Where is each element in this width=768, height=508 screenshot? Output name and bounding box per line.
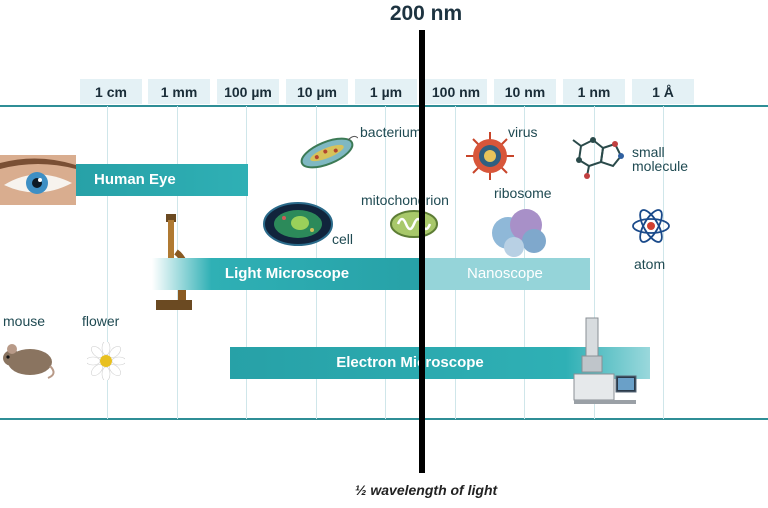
human-eye-bar: Human Eye <box>76 164 248 196</box>
scale-tick-10nm: 10 nm <box>494 79 556 104</box>
virus-label: virus <box>508 124 538 140</box>
page-title: 200 nm <box>389 2 463 25</box>
cell-icon <box>262 200 334 248</box>
scale-tick-100nm: 100 nm <box>425 79 487 104</box>
ribosome-label: ribosome <box>494 185 552 201</box>
gridline <box>663 106 664 419</box>
mouse-label: mouse <box>3 313 46 329</box>
flower-label: flower <box>82 313 120 329</box>
scale-top-line <box>0 105 768 107</box>
cell-label: cell <box>332 231 354 247</box>
scale-bottom-line <box>0 418 768 420</box>
gridline <box>594 106 595 419</box>
mitochondrion-icon <box>389 208 439 240</box>
scale-tick-100um: 100 µm <box>217 79 279 104</box>
flower-icon <box>85 340 127 382</box>
nanoscope-label: Nanoscope <box>467 265 543 282</box>
bacterium-label: bacterium <box>360 124 422 140</box>
light-microscope-bar: Light Microscope <box>152 258 422 290</box>
scale-tick-1cm: 1 cm <box>80 79 142 104</box>
atom-label: atom <box>634 256 666 272</box>
gridline <box>107 106 108 419</box>
electron-microscope-bar: Electron Microscope <box>230 347 650 379</box>
molecule-icon <box>569 132 625 180</box>
200nm-divider-line <box>419 30 425 473</box>
small-molecule-label-line2: molecule <box>632 158 689 174</box>
nanoscope-bar: Nanoscope <box>422 258 590 290</box>
mitochondrion-label: mitochondrion <box>361 192 449 208</box>
eye-icon <box>0 155 76 205</box>
ribosome-icon <box>488 203 552 258</box>
scale-tick-10um: 10 µm <box>286 79 348 104</box>
scale-tick-1mm: 1 mm <box>148 79 210 104</box>
small-molecule-label-line1: small <box>632 144 665 160</box>
atom-icon <box>630 205 672 247</box>
human-eye-label: Human Eye <box>94 171 176 188</box>
electron-microscope-icon <box>572 316 638 408</box>
scale-tick-1a: 1 Å <box>632 79 694 104</box>
virus-icon <box>464 130 516 182</box>
scale-tick-1um: 1 µm <box>355 79 417 104</box>
mouse-icon <box>0 338 58 380</box>
scale-tick-1nm: 1 nm <box>563 79 625 104</box>
light-microscope-label: Light Microscope <box>224 265 350 282</box>
bacterium-icon <box>296 132 359 174</box>
footer-caption: ½ wavelength of light <box>354 482 498 498</box>
electron-microscope-label: Electron Microscope <box>336 354 484 371</box>
